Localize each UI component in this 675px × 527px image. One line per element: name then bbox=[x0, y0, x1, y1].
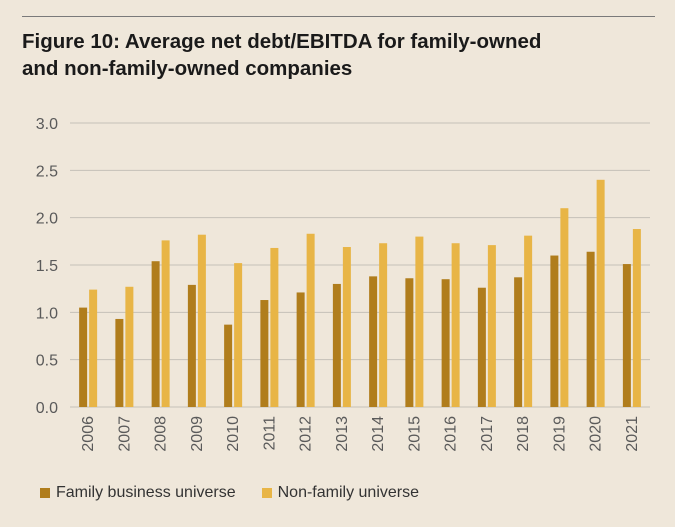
x-tick-label: 2017 bbox=[479, 416, 496, 452]
x-tick-label: 2012 bbox=[298, 416, 315, 452]
y-tick-label: 3.0 bbox=[36, 116, 58, 133]
bar-family bbox=[187, 284, 196, 407]
y-tick-label: 0.5 bbox=[36, 353, 58, 370]
bar-non-family bbox=[632, 229, 641, 407]
bar-family bbox=[151, 261, 160, 407]
y-tick-label: 0.0 bbox=[36, 400, 58, 417]
bar-family bbox=[115, 318, 124, 407]
top-rule bbox=[22, 16, 655, 17]
bar-family bbox=[622, 264, 631, 407]
bar-non-family bbox=[415, 236, 424, 407]
bar-family bbox=[550, 255, 559, 407]
y-tick-label: 2.5 bbox=[36, 163, 58, 180]
bar-non-family bbox=[487, 245, 496, 407]
bar-family bbox=[296, 292, 305, 407]
chart-title-line-2: and non-family-owned companies bbox=[22, 57, 353, 80]
x-tick-label: 2009 bbox=[189, 416, 206, 452]
bar-non-family bbox=[197, 234, 206, 407]
bar-non-family bbox=[379, 243, 388, 407]
bar-family bbox=[260, 300, 269, 407]
legend-label-family: Family business universe bbox=[56, 484, 236, 501]
bar-non-family bbox=[596, 179, 605, 407]
x-axis-tick-labels: 2006 2007 2008 2009 2010 2011 2012 2013 2014 2015… bbox=[80, 416, 641, 452]
bar-family bbox=[586, 251, 595, 407]
x-tick-label: 2006 bbox=[80, 416, 97, 452]
x-tick-label: 2014 bbox=[370, 416, 387, 452]
y-tick-label: 2.0 bbox=[36, 211, 58, 228]
y-tick-label: 1.5 bbox=[36, 258, 58, 275]
bar-family bbox=[79, 307, 88, 407]
x-tick-label: 2020 bbox=[588, 416, 605, 452]
legend-item-non-family: Non-family universe bbox=[261, 484, 420, 502]
bar-non-family bbox=[524, 235, 533, 407]
x-tick-label: 2010 bbox=[225, 416, 242, 452]
bar-non-family bbox=[306, 233, 315, 407]
chart-title: Figure 10: Average net debt/EBITDA for f… bbox=[22, 28, 622, 82]
x-tick-label: 2021 bbox=[624, 416, 641, 452]
x-tick-label: 2019 bbox=[551, 416, 568, 452]
bar-family bbox=[441, 279, 450, 407]
legend-swatch-non-family bbox=[261, 488, 272, 498]
x-tick-label: 2007 bbox=[116, 416, 133, 452]
chart-title-line-1: Figure 10: Average net debt/EBITDA for f… bbox=[22, 30, 542, 53]
x-tick-label: 2015 bbox=[406, 416, 423, 452]
x-tick-label: 2008 bbox=[153, 416, 170, 452]
bar-non-family bbox=[89, 289, 98, 407]
x-tick-label: 2016 bbox=[443, 416, 460, 452]
bar-non-family bbox=[125, 286, 134, 407]
bar-non-family bbox=[270, 247, 279, 407]
bars bbox=[79, 179, 641, 407]
y-tick-label: 1.0 bbox=[36, 305, 58, 322]
bar-non-family bbox=[342, 247, 351, 407]
bar-family bbox=[224, 324, 233, 407]
legend: Family business universe Non-family univ… bbox=[40, 484, 445, 502]
x-tick-label: 2018 bbox=[515, 416, 532, 452]
legend-item-family: Family business universe bbox=[40, 484, 236, 502]
y-axis-tick-labels: 0.0 0.5 1.0 1.5 2.0 2.5 3.0 bbox=[36, 116, 58, 417]
bar-family bbox=[514, 277, 523, 407]
legend-swatch-family bbox=[40, 488, 50, 498]
x-tick-label: 2013 bbox=[334, 416, 351, 452]
bar-family bbox=[332, 283, 341, 407]
bar-non-family bbox=[560, 208, 569, 407]
legend-label-non-family: Non-family universe bbox=[277, 484, 420, 501]
bar-non-family bbox=[451, 243, 460, 407]
bar-non-family bbox=[234, 263, 243, 407]
bar-non-family bbox=[161, 240, 170, 407]
bar-family bbox=[405, 278, 414, 407]
bar-family bbox=[477, 287, 486, 407]
bar-family bbox=[369, 276, 378, 407]
x-tick-label: 2011 bbox=[261, 416, 278, 451]
